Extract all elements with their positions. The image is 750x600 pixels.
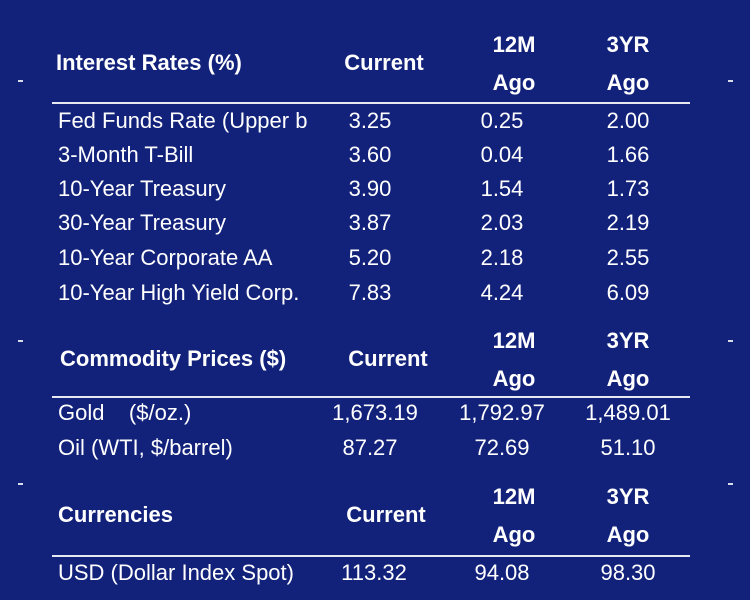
row-label: Fed Funds Rate (Upper b	[58, 108, 308, 133]
section-title: Currencies	[58, 502, 173, 527]
value-3yr-ago: 1.73	[606, 176, 650, 201]
row-label: 10-Year Treasury	[58, 176, 226, 201]
table-header: Commodity Prices ($) Current 12M Ago 3YR…	[52, 322, 692, 396]
table-row: USD (Dollar Index Spot) 113.32 94.08 98.…	[52, 556, 692, 590]
col-current-header: Current	[346, 502, 426, 527]
table-row: 10-Year High Yield Corp. 7.83 4.24 6.09	[52, 276, 692, 310]
col-current-header: Current	[344, 50, 424, 75]
table-row: 3-Month T-Bill 3.60 0.04 1.66	[52, 138, 692, 172]
value-12m-ago: 1,792.97	[459, 400, 545, 425]
table-header: Currencies Current 12M Ago 3YR Ago	[52, 478, 692, 554]
value-3yr-ago: 2.00	[606, 108, 650, 133]
col-3yr-header-line1: 3YR	[606, 32, 650, 57]
value-3yr-ago: 98.30	[600, 560, 656, 585]
edge-tick	[728, 80, 733, 82]
section-title: Interest Rates (%)	[56, 50, 242, 75]
value-12m-ago: 1.54	[480, 176, 524, 201]
row-label: 3-Month T-Bill	[58, 142, 194, 167]
value-3yr-ago: 2.19	[606, 210, 650, 235]
row-label: USD (Dollar Index Spot)	[58, 560, 294, 585]
value-12m-ago: 0.04	[480, 142, 524, 167]
value-3yr-ago: 2.55	[606, 245, 650, 270]
row-label: Gold ($/oz.)	[58, 400, 192, 425]
value-12m-ago: 0.25	[480, 108, 524, 133]
header-divider	[52, 102, 690, 104]
col-3yr-header-line1: 3YR	[606, 484, 650, 509]
table-row: Oil (WTI, $/barrel) 87.27 72.69 51.10	[52, 431, 692, 465]
current-value: 7.83	[348, 280, 392, 305]
col-3yr-header-line2: Ago	[606, 522, 650, 547]
current-value: 1,673.19	[332, 400, 418, 425]
edge-tick	[728, 483, 733, 485]
interest-rates-table: Interest Rates (%) Current 12M Ago 3YR A…	[52, 26, 692, 316]
current-value: 113.32	[341, 560, 407, 585]
commodity-prices-table: Commodity Prices ($) Current 12M Ago 3YR…	[52, 322, 692, 468]
value-3yr-ago: 6.09	[606, 280, 650, 305]
col-12m-header-line1: 12M	[492, 484, 536, 509]
col-12m-header-line2: Ago	[492, 70, 536, 95]
current-value: 3.25	[348, 108, 392, 133]
value-12m-ago: 2.03	[480, 210, 524, 235]
row-label: 10-Year Corporate AA	[58, 245, 273, 270]
col-3yr-header-line2: Ago	[606, 366, 650, 391]
value-12m-ago: 2.18	[480, 245, 524, 270]
col-12m-header-line2: Ago	[492, 366, 536, 391]
table-row: 10-Year Treasury 3.90 1.54 1.73	[52, 172, 692, 206]
section-title: Commodity Prices ($)	[60, 346, 287, 371]
current-value: 3.90	[348, 176, 392, 201]
col-12m-header-line2: Ago	[492, 522, 536, 547]
row-label: 30-Year Treasury	[58, 210, 226, 235]
table-header: Interest Rates (%) Current 12M Ago 3YR A…	[52, 26, 692, 102]
value-3yr-ago: 1.66	[606, 142, 650, 167]
col-3yr-header-line2: Ago	[606, 70, 650, 95]
row-label: 10-Year High Yield Corp.	[58, 280, 300, 305]
current-value: 3.87	[348, 210, 392, 235]
edge-tick	[18, 80, 23, 82]
current-value: 87.27	[342, 435, 398, 460]
table-row: Fed Funds Rate (Upper b 3.25 0.25 2.00	[52, 104, 692, 138]
col-current-header: Current	[348, 346, 428, 371]
table-row: Gold ($/oz.) 1,673.19 1,792.97 1,489.01	[52, 396, 692, 430]
row-label: Oil (WTI, $/barrel)	[58, 435, 233, 460]
header-divider	[52, 396, 690, 398]
col-3yr-header-line1: 3YR	[606, 328, 650, 353]
value-12m-ago: 72.69	[474, 435, 530, 460]
value-12m-ago: 94.08	[474, 560, 530, 585]
currencies-table: Currencies Current 12M Ago 3YR Ago USD (…	[52, 478, 692, 592]
col-12m-header-line1: 12M	[492, 328, 536, 353]
edge-tick	[728, 340, 733, 342]
current-value: 5.20	[348, 245, 392, 270]
table-row: 10-Year Corporate AA 5.20 2.18 2.55	[52, 241, 692, 275]
value-3yr-ago: 1,489.01	[585, 400, 671, 425]
col-12m-header-line1: 12M	[492, 32, 536, 57]
table-row: 30-Year Treasury 3.87 2.03 2.19	[52, 206, 692, 240]
value-12m-ago: 4.24	[480, 280, 524, 305]
edge-tick	[18, 340, 23, 342]
value-3yr-ago: 51.10	[600, 435, 656, 460]
current-value: 3.60	[348, 142, 392, 167]
header-divider	[52, 555, 690, 557]
edge-tick	[18, 483, 23, 485]
